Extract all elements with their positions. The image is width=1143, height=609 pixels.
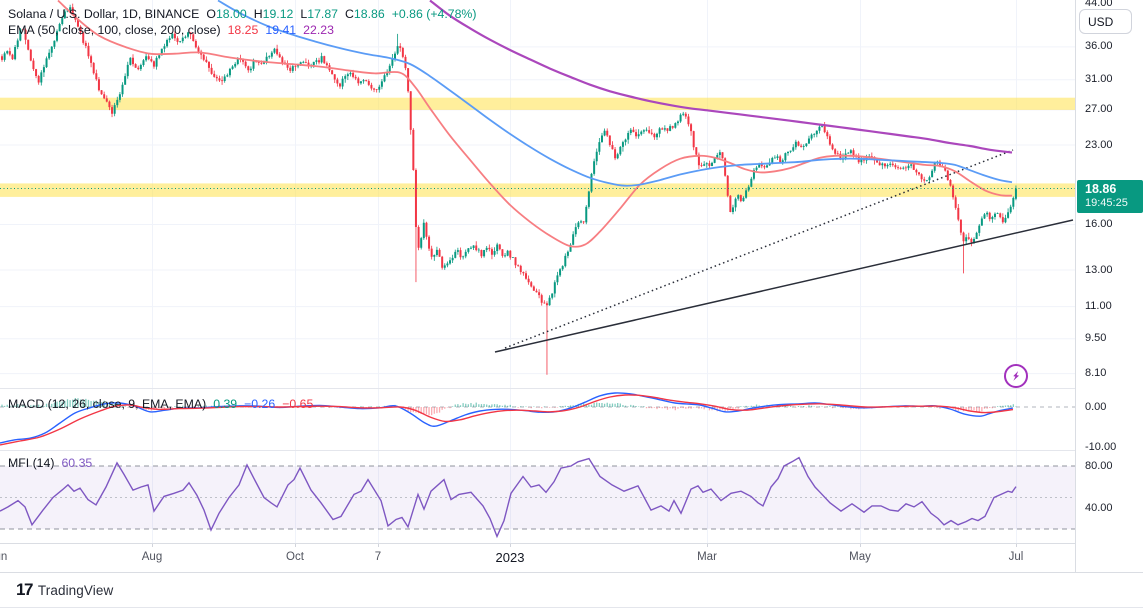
ohlc-open: O18.00 (206, 7, 247, 21)
widget-bottom-border (0, 572, 1143, 573)
time-axis-tick (152, 543, 153, 547)
chart-svg (0, 0, 1075, 543)
mfi-line (0, 456, 1017, 539)
ema200-value: 22.23 (303, 23, 334, 37)
time-axis-label: 7 (374, 551, 382, 563)
symbol-legend: Solana / U.S. Dollar, 1D, BINANCE O18.00… (8, 7, 476, 21)
candlestick-series (1, 3, 1017, 375)
price-change: +0.86 (+4.78%) (391, 7, 477, 21)
support-resistance-zone-2[interactable] (0, 183, 1075, 197)
time-axis-border (0, 543, 1143, 544)
macd-line-value: −0.26 (244, 397, 276, 411)
ema200-line (429, 0, 1013, 154)
bar-countdown: 19:45:25 (1085, 196, 1128, 209)
ema-legend: EMA (50, close, 100, close, 200, close) … (8, 23, 334, 37)
macd-hist-value: 0.39 (213, 397, 238, 411)
tradingview-logo[interactable]: 17 TradingView (16, 580, 113, 600)
trendline-dotted[interactable] (504, 149, 1014, 349)
lightning-icon (1013, 371, 1020, 381)
tradingview-logo-text: TradingView (37, 582, 114, 598)
chart-panes[interactable] (0, 0, 1075, 543)
pane-separator-mfi[interactable] (0, 450, 1143, 451)
flash-button[interactable] (1004, 364, 1028, 388)
price-axis-label: 11.00 (1085, 300, 1112, 313)
trendline-solid[interactable] (494, 219, 1074, 353)
mfi-legend: MFI (14) 60.35 (8, 456, 92, 470)
ema100-value: 19.41 (265, 23, 297, 37)
time-axis-tick (1016, 543, 1017, 547)
time-axis-tick (707, 543, 708, 547)
ema100-line (217, 0, 1013, 187)
ema50-line (57, 0, 1013, 248)
price-axis-label: 9.50 (1085, 332, 1107, 345)
mfi-label: MFI (14) (8, 456, 55, 470)
price-axis-label: 27.00 (1085, 103, 1113, 116)
price-axis-label: 16.00 (1085, 218, 1113, 230)
page-bottom-border (0, 607, 1143, 608)
last-price-value: 18.86 (1085, 181, 1117, 196)
time-axis-label: Jul (1008, 551, 1024, 563)
time-axis-tick (510, 543, 511, 547)
time-axis-label: Oct (286, 551, 304, 563)
macd-signal-line (0, 394, 1014, 446)
support-resistance-zone-1[interactable] (0, 97, 1075, 110)
ema-label: EMA (50, close, 100, close, 200, close) (8, 23, 221, 37)
time-axis-tick (860, 543, 861, 547)
pane-separator-macd[interactable] (0, 388, 1143, 389)
price-axis-label: 36.00 (1085, 40, 1113, 53)
last-price-tag: 18.86 19:45:25 (1077, 179, 1143, 213)
time-axis-tick (378, 543, 379, 547)
indicator-axis-label: -10.00 (1085, 440, 1117, 453)
price-axis[interactable]: USD 18.86 19:45:25 44.00 36.00 31.00 27.00 2… (1075, 0, 1143, 572)
time-axis-label: Mar (697, 551, 717, 563)
time-axis-label: Aug (141, 551, 163, 563)
time-axis-tick (295, 543, 296, 547)
currency-label: USD (1088, 14, 1114, 29)
time-axis-label: 2023 (495, 550, 525, 565)
macd-signal-value: −0.65 (282, 397, 314, 411)
ohlc-high: H19.12 (253, 7, 294, 21)
indicator-axis-label: 0.00 (1085, 400, 1107, 413)
currency-button[interactable]: USD (1079, 9, 1132, 34)
macd-label: MACD (12, 26, close, 9, EMA, EMA) (8, 397, 207, 411)
price-axis-label: 31.00 (1085, 73, 1113, 86)
time-axis-label: Jun (0, 551, 8, 563)
price-axis-label: 13.00 (1085, 263, 1113, 276)
price-axis-label: 8.10 (1085, 367, 1107, 380)
bottom-strip: 17 TradingView (0, 573, 1143, 608)
time-axis[interactable]: Jun Aug Oct 7 2023 Mar May Jul (0, 543, 1143, 572)
ohlc-close: C18.86 (345, 7, 385, 21)
price-axis-label: 44.00 (1085, 0, 1113, 9)
grid (0, 0, 1075, 543)
macd-legend: MACD (12, 26, close, 9, EMA, EMA) 0.39 −… (8, 397, 313, 411)
ema50-value: 18.25 (227, 23, 259, 37)
price-axis-label: 23.00 (1085, 138, 1113, 151)
mfi-value: 60.35 (61, 456, 93, 470)
indicator-axis-label: 80.00 (1085, 459, 1113, 472)
time-axis-label: May (849, 551, 871, 563)
symbol-title: Solana / U.S. Dollar, 1D, BINANCE (8, 7, 200, 21)
macd-line (0, 392, 1014, 444)
ohlc-low: L17.87 (300, 7, 339, 21)
indicator-axis-label: 40.00 (1085, 501, 1113, 514)
tradingview-logo-icon: 17 (16, 580, 33, 599)
mfi-pane (0, 456, 1075, 539)
macd-pane (0, 392, 1017, 446)
